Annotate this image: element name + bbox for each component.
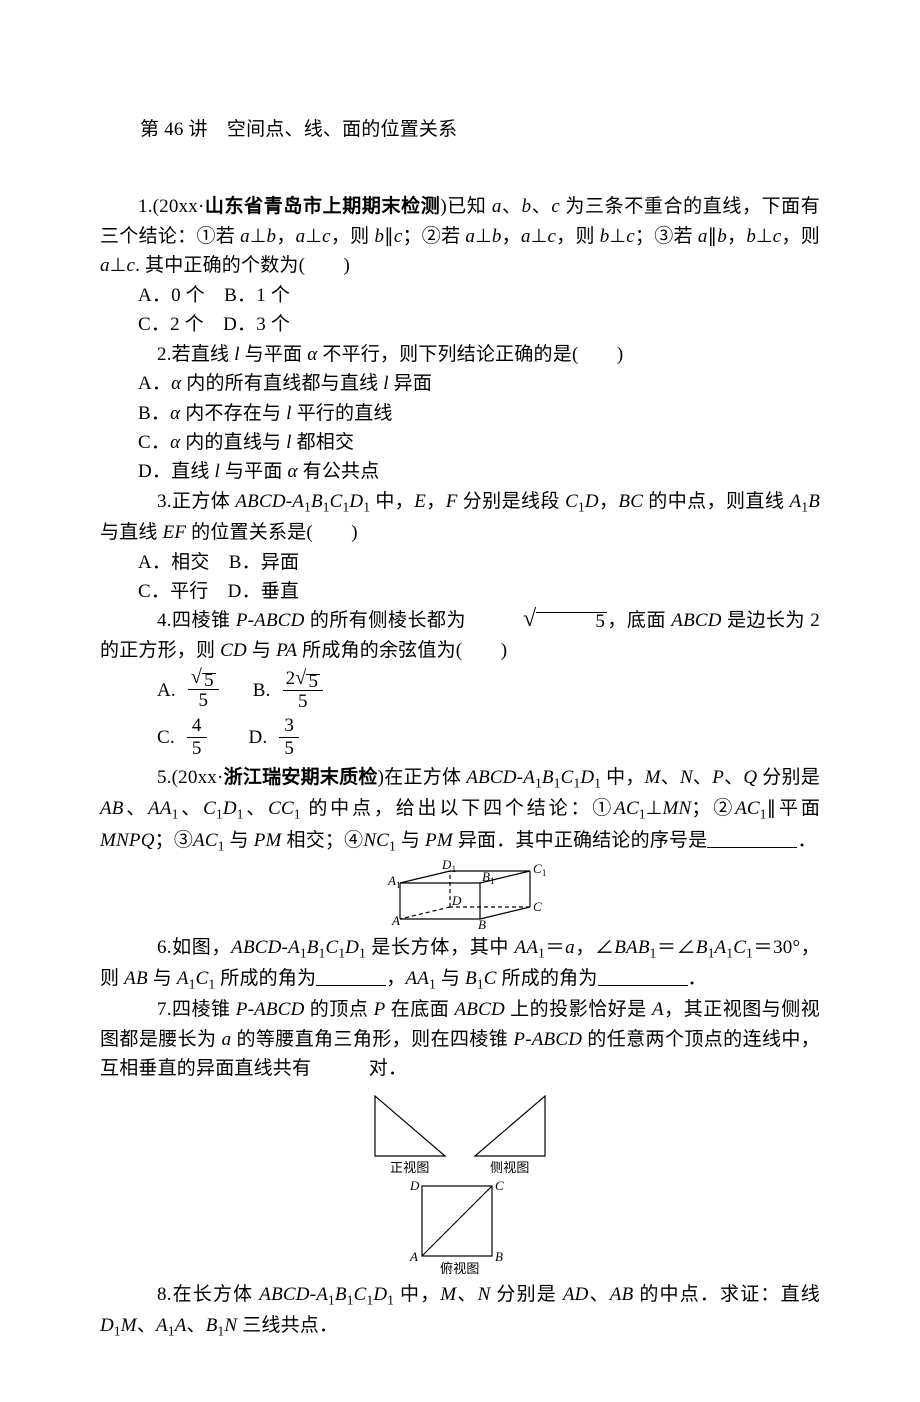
q5-stem: 5.(20xx·浙江瑞安期末质检)在正方体 ABCD-A1B1C1D1 中，M、…: [100, 763, 820, 857]
q5-source: 浙江瑞安期末质检: [224, 767, 378, 788]
q5-lead: 5.(20xx·: [157, 767, 224, 788]
q3-stem: 3.正方体 ABCD-A1B1C1D1 中，E，F 分别是线段 C1D，BC 的…: [100, 487, 820, 548]
q4-C-frac: 4 5: [187, 716, 207, 759]
q2-stem: 2.若直线 l 与平面 α 不平行，则下列结论正确的是( ): [100, 340, 820, 369]
q1-lead: 1.(20xx·: [138, 196, 205, 217]
svg-text:C: C: [495, 1178, 504, 1193]
svg-text:正视图: 正视图: [390, 1160, 430, 1175]
q4-stem: 4.四棱锥 P-ABCD 的所有侧棱长都为√5，底面 ABCD 是边长为 2 的…: [100, 606, 820, 665]
q4-A-frac: √5 5: [188, 670, 219, 711]
q2-opt-d: D．直线 l 与平面 α 有公共点: [100, 457, 820, 486]
svg-text:侧视图: 侧视图: [490, 1160, 530, 1175]
q1-opt-cd: C．2 个 D．3 个: [100, 310, 820, 339]
svg-text:B: B: [495, 1249, 503, 1264]
q4-sqrt-val: 5: [536, 612, 607, 631]
q7-stem: 7.四棱锥 P-ABCD 的顶点 P 在底面 ABCD 上的投影恰好是 A，其正…: [100, 995, 820, 1083]
q4-opts-row1: A. √5 5 B. 2√5 5: [100, 669, 820, 712]
q2-opt-a: A．α 内的所有直线都与直线 l 异面: [100, 369, 820, 398]
q1-stem: 1.(20xx·山东省青岛市上期期末检测)已知 a、b、c 为三条不重合的直线，…: [100, 192, 820, 280]
svg-text:D: D: [409, 1178, 420, 1193]
page: 第 46 讲 空间点、线、面的位置关系 1.(20xx·山东省青岛市上期期末检测…: [0, 0, 920, 1402]
q8-stem: 8.在长方体 ABCD-A1B1C1D1 中，M、N 分别是 AD、AB 的中点…: [100, 1280, 820, 1343]
svg-text:D1: D1: [441, 859, 456, 874]
q4-D-label: D.: [249, 723, 268, 752]
svg-text:A1: A1: [387, 873, 401, 890]
q4-B-frac: 2√5 5: [283, 669, 324, 712]
svg-text:俯视图: 俯视图: [440, 1261, 480, 1276]
lecture-title: 第 46 讲 空间点、线、面的位置关系: [100, 115, 820, 144]
q1-opt-ab: A．0 个 B．1 个: [100, 281, 820, 310]
q3-opt-ab: A．相交 B．异面: [100, 548, 820, 577]
svg-text:A: A: [409, 1249, 418, 1264]
q2-opt-c: C．α 内的直线与 l 都相交: [100, 428, 820, 457]
q4-A-label: A.: [157, 676, 176, 705]
q1-source: 山东省青岛市上期期末检测: [205, 196, 441, 217]
svg-text:C: C: [533, 899, 542, 914]
q7-figure: 正视图 侧视图 A B C D 俯视图: [100, 1086, 820, 1276]
q3-opt-cd: C．平行 D．垂直: [100, 577, 820, 606]
q4-D-frac: 3 5: [279, 716, 299, 759]
svg-text:C1: C1: [533, 861, 547, 878]
svg-text:B: B: [478, 917, 486, 929]
q6-stem: 6.如图，ABCD-A1B1C1D1 是长方体，其中 AA1＝a，∠BAB1＝∠…: [100, 933, 820, 996]
q2-opt-b: B．α 内不存在与 l 平行的直线: [100, 399, 820, 428]
q4-C-label: C.: [157, 723, 175, 752]
q4-B-label: B.: [253, 676, 271, 705]
svg-text:A: A: [391, 913, 400, 928]
q4-opts-row2: C. 4 5 D. 3 5: [100, 716, 820, 759]
q5-figure: A B C D A1 B1 C1 D1: [100, 859, 820, 929]
svg-text:D: D: [451, 893, 462, 908]
